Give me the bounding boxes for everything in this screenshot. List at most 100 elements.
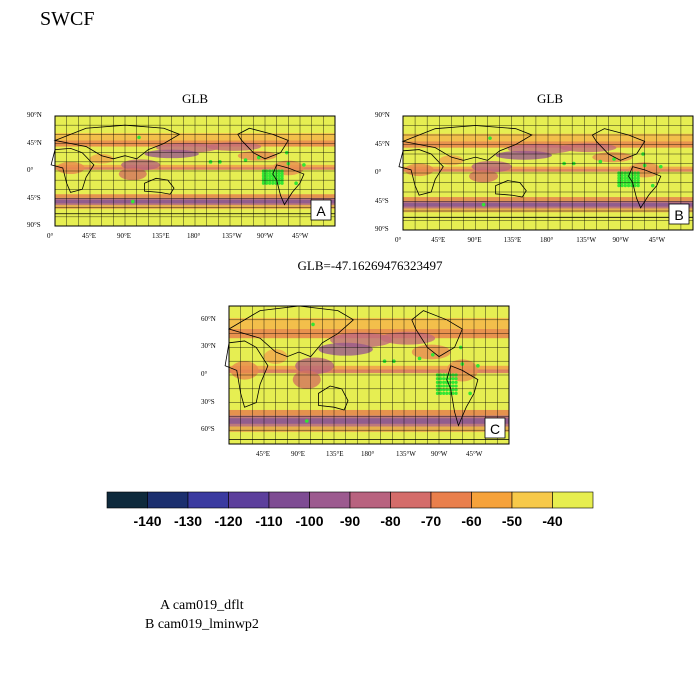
significance-marker [468, 391, 472, 396]
significance-marker [442, 391, 446, 395]
significance-marker [261, 181, 266, 185]
legend-line-b: B cam019_lminwp2 [145, 617, 259, 632]
colorbar-tick-label: -100 [295, 513, 324, 529]
lon-tick-label: 45°E [82, 232, 97, 240]
panel-tag: C [484, 417, 506, 439]
lon-tick-label: 90°E [467, 236, 482, 244]
significance-marker [633, 184, 637, 188]
significance-marker [454, 391, 458, 395]
cloud-forcing-region [118, 167, 147, 181]
panel-tag-label: A [316, 203, 326, 219]
significance-marker [261, 176, 266, 180]
lat-tick-label: 90°N [375, 111, 390, 119]
lon-tick-label: 45°W [292, 232, 309, 240]
lon-tick-label: 45°E [256, 450, 271, 458]
colorbar-tick-label: -50 [501, 513, 523, 529]
significance-marker [620, 184, 624, 188]
coastline [144, 177, 175, 195]
coastline [495, 180, 527, 198]
colorbar-swatch [552, 491, 594, 509]
colorbar [106, 491, 594, 509]
panel-a-title: GLB [182, 91, 208, 106]
significance-marker [261, 171, 266, 176]
significance-marker [277, 181, 281, 185]
significance-marker [617, 176, 621, 180]
lat-tick-label: 0° [27, 166, 34, 174]
colorbar-tick-label: -130 [173, 513, 203, 529]
significance-marker [435, 377, 440, 381]
significance-marker [271, 176, 275, 180]
coastline [228, 305, 355, 358]
colorbar-swatch [147, 491, 189, 509]
map-frame [54, 115, 336, 227]
lat-tick-label: 30°N [201, 342, 216, 351]
significance-marker [623, 179, 627, 183]
map-frame [228, 305, 510, 445]
significance-marker [280, 176, 284, 180]
lon-tick-label: 135°W [576, 236, 597, 244]
lon-tick-label: 90°E [117, 232, 132, 240]
significance-marker [442, 384, 446, 388]
cloud-forcing-region [230, 361, 259, 380]
cloud-forcing-region [411, 344, 451, 360]
lat-tick-label: 45°S [27, 193, 41, 202]
significance-marker [280, 181, 284, 185]
significance-marker [481, 202, 486, 207]
significance-marker [454, 380, 458, 384]
significance-marker [623, 184, 627, 188]
lon-tick-label: 90°W [257, 232, 274, 240]
significance-marker [438, 380, 443, 384]
colorbar-swatch [430, 491, 472, 509]
panel-b-map: B [398, 115, 694, 231]
significance-marker [451, 380, 455, 384]
colorbar-tick-label: -110 [255, 513, 283, 529]
significance-marker [438, 377, 443, 381]
lon-tick-label: 135°W [396, 450, 416, 458]
significance-marker [445, 391, 449, 395]
significance-marker [280, 171, 284, 176]
panel-tag-label: C [490, 421, 500, 437]
significance-marker [451, 384, 455, 388]
significance-marker [264, 174, 269, 178]
panel-tag-label: B [674, 207, 683, 223]
significance-marker [617, 173, 621, 178]
significance-marker [264, 171, 269, 176]
panel-c-title: GLB=-47.16269476323497 [297, 258, 443, 273]
significance-marker [268, 176, 272, 180]
lat-tick-label: 60°N [201, 314, 216, 323]
significance-marker [438, 384, 443, 388]
colorbar-tick-label: -70 [420, 513, 442, 529]
significance-marker [636, 179, 640, 183]
lon-tick-label: 0° [47, 232, 54, 240]
lat-tick-label: 60°S [201, 425, 215, 434]
colorbar-swatch [511, 491, 553, 509]
significance-marker [448, 377, 452, 381]
cloud-forcing-region [206, 142, 262, 151]
panel-a-map: A [50, 115, 336, 227]
significance-marker [476, 364, 480, 368]
lon-tick-label: 135°W [222, 232, 242, 240]
significance-marker [268, 174, 272, 178]
cloud-forcing-region [237, 150, 277, 161]
significance-marker [435, 384, 440, 388]
cloud-forcing-region [592, 152, 633, 163]
lon-tick-label: 90°W [612, 236, 629, 244]
panel-tag: A [310, 199, 332, 221]
cloud-forcing-region [295, 357, 334, 375]
colorbar-swatch [228, 491, 270, 509]
significance-marker [430, 352, 435, 357]
significance-marker [617, 179, 621, 183]
lat-tick-label: 45°N [27, 138, 42, 147]
lon-tick-label: 45°W [466, 450, 483, 458]
significance-marker [261, 174, 266, 178]
lat-tick-label: 45°S [375, 196, 389, 205]
colorbar-swatch [471, 491, 513, 509]
significance-marker [623, 173, 627, 178]
significance-marker [620, 173, 624, 178]
significance-marker [626, 184, 631, 188]
significance-marker [435, 391, 440, 395]
colorbar-swatch [390, 491, 432, 509]
significance-marker [488, 136, 492, 140]
significance-marker [417, 356, 422, 361]
significance-marker [636, 173, 640, 178]
